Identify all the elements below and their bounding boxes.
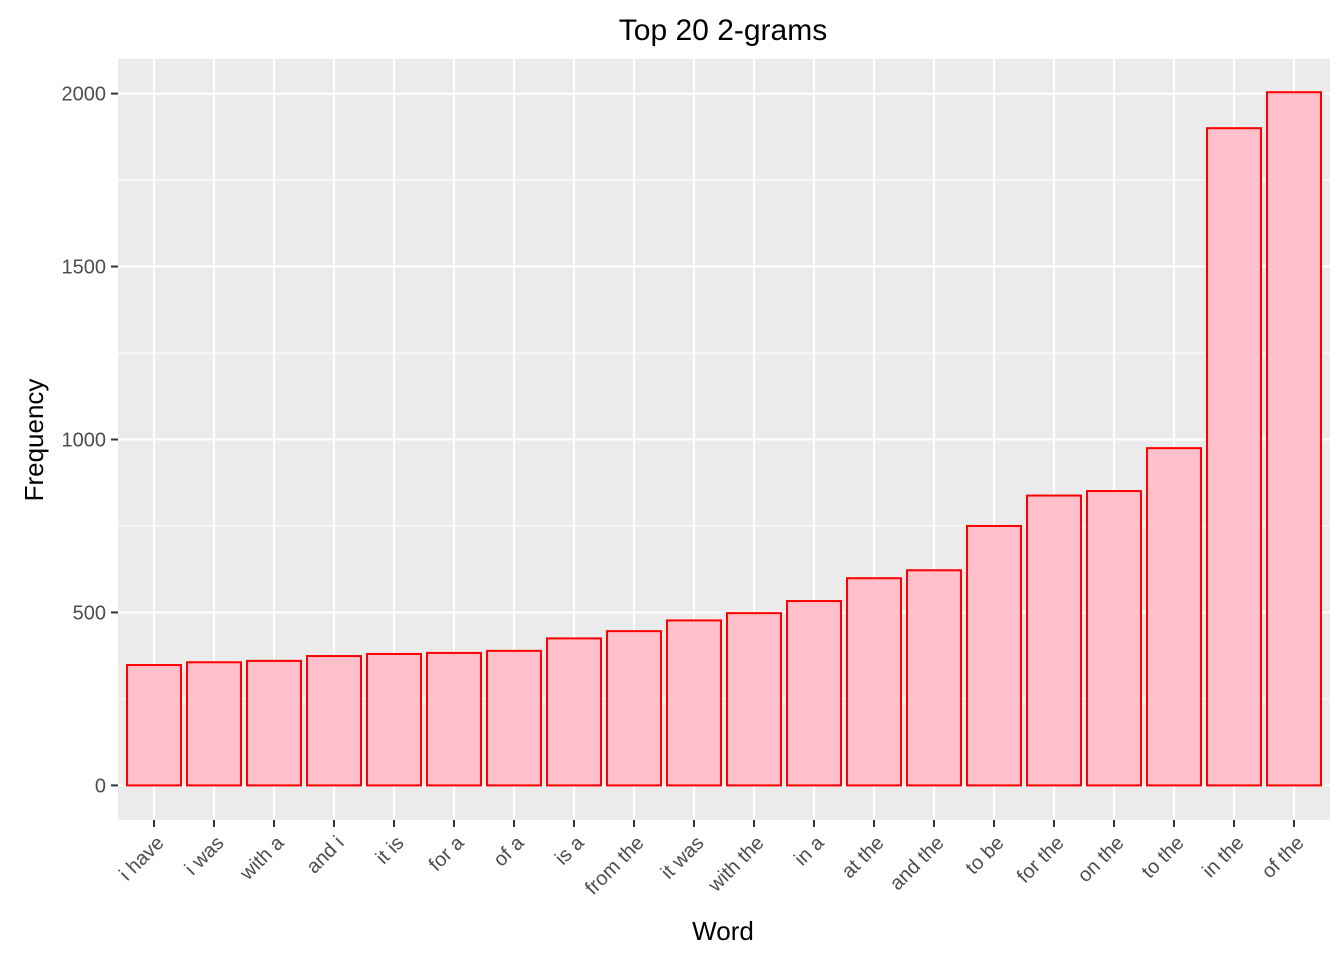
- bar: [546, 637, 602, 787]
- x-tick-label: in a: [790, 831, 829, 870]
- y-axis: 0 500 1000 1500 2000: [62, 84, 118, 797]
- x-tick-label: in the: [1198, 832, 1248, 882]
- x-tick-label: it is: [372, 832, 409, 869]
- bar: [246, 659, 302, 787]
- x-tick-label: of a: [489, 831, 529, 871]
- y-tick-label: 0: [95, 775, 106, 797]
- x-tick-label: for the: [1013, 832, 1069, 888]
- bar: [486, 649, 542, 787]
- x-tick-label: to the: [1138, 832, 1189, 883]
- bar: [306, 655, 362, 787]
- y-tick-label: 2000: [62, 84, 107, 106]
- x-tick-label: on the: [1074, 832, 1129, 887]
- bar: [1026, 494, 1082, 787]
- chart-title: Top 20 2-grams: [619, 14, 827, 47]
- bar: [186, 661, 242, 787]
- bar: [366, 652, 422, 787]
- bar: [426, 651, 482, 787]
- x-axis: i have i was with a and i it is for a of a is a…: [115, 820, 1309, 899]
- bar: [1146, 447, 1202, 787]
- bar: [1086, 490, 1142, 787]
- bars: [126, 91, 1322, 787]
- bar: [966, 524, 1022, 787]
- x-tick-label: to be: [962, 832, 1009, 879]
- bar: [606, 630, 662, 787]
- y-tick-label: 1000: [62, 430, 107, 452]
- x-tick-label: for a: [425, 831, 469, 875]
- x-tick-label: i have: [115, 832, 168, 885]
- x-tick-label: from the: [581, 832, 648, 899]
- x-tick-label: with a: [235, 831, 289, 885]
- bar: [786, 600, 842, 787]
- bar: [726, 612, 782, 787]
- bar: [1266, 91, 1322, 787]
- x-tick-label: and the: [886, 832, 949, 895]
- x-axis-title: Word: [692, 916, 754, 946]
- bar: [906, 569, 962, 787]
- x-tick-label: it was: [657, 832, 709, 884]
- x-tick-label: with the: [704, 832, 769, 897]
- bar: [1206, 127, 1262, 787]
- bar: [126, 664, 182, 787]
- y-axis-title: Frequency: [19, 379, 49, 502]
- x-tick-label: and i: [302, 832, 348, 878]
- x-tick-label: is a: [551, 831, 589, 869]
- bar: [666, 619, 722, 787]
- y-tick-label: 1500: [62, 257, 107, 279]
- x-tick-label: of the: [1258, 832, 1309, 883]
- bar: [846, 577, 902, 787]
- x-tick-label: i was: [181, 832, 229, 880]
- y-tick-label: 500: [73, 602, 106, 624]
- x-tick-label: at the: [838, 832, 889, 883]
